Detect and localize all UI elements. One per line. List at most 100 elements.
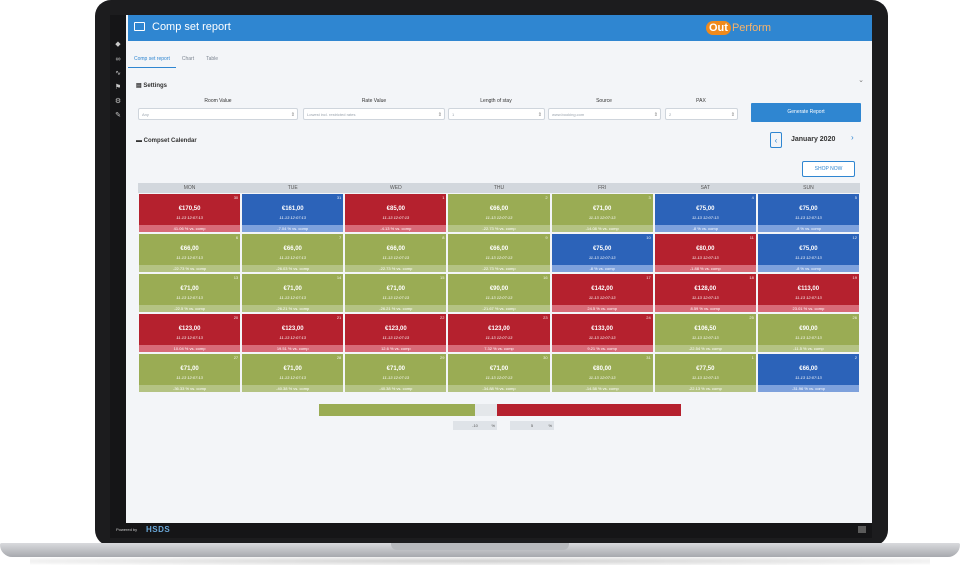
calendar-day-cell[interactable]: 8 €66,00 11-13 12:07:13 -22.73 % vs. comp bbox=[345, 234, 447, 272]
percent-sign: % bbox=[548, 423, 552, 428]
day-vs-comp: 41.06 % vs. comp bbox=[139, 225, 241, 232]
legend-low-input[interactable]: -10 % bbox=[453, 421, 497, 430]
tab-comp-set-report[interactable]: Comp set report bbox=[128, 52, 176, 68]
calendar-day-cell[interactable]: 9 €66,00 11-13 12:07:13 -22.73 % vs. comp bbox=[448, 234, 550, 272]
day-number: 9 bbox=[545, 235, 548, 240]
day-number: 10 bbox=[646, 235, 651, 240]
pax-select[interactable]: 2 ⇕ bbox=[665, 108, 738, 120]
shop-now-button[interactable]: SHOP NOW bbox=[802, 161, 855, 177]
tab-bar: Comp set report Chart Table bbox=[128, 52, 224, 68]
window-icon[interactable] bbox=[858, 526, 866, 533]
calendar-day-cell[interactable]: 14 €71,00 11-13 12:07:13 -26.21 % vs. comp bbox=[242, 274, 344, 312]
day-vs-comp: 9.21 % vs. comp bbox=[551, 345, 653, 352]
length-of-stay-select[interactable]: 1 ⇕ bbox=[448, 108, 545, 120]
calendar-day-cell[interactable]: 21 €123,00 11-13 12:07:13 19.51 % vs. comp bbox=[242, 314, 344, 352]
day-number: 24 bbox=[646, 315, 651, 320]
day-number: 11 bbox=[749, 235, 754, 240]
diamond-icon[interactable]: ◆ bbox=[115, 41, 121, 48]
calendar-day-cell[interactable]: 5 €75,00 11-13 12:07:13 -8 % vs. comp bbox=[757, 194, 859, 232]
calendar-day-cell[interactable]: 13 €71,00 11-13 12:07:13 -22.5 % vs. comp bbox=[139, 274, 241, 312]
day-timestamp: 11-13 12:07:13 bbox=[485, 215, 513, 220]
pax-label: PAX bbox=[696, 98, 706, 104]
day-vs-comp: -21.67 % vs. comp bbox=[448, 305, 550, 312]
calendar-day-cell[interactable]: 2 €66,00 11-13 12:07:13 -22.73 % vs. comp bbox=[448, 194, 550, 232]
generate-report-button[interactable]: Generate Report bbox=[751, 103, 861, 122]
calendar-day-cell[interactable]: 7 €66,00 11-13 12:07:13 -26.03 % vs. comp bbox=[242, 234, 344, 272]
calendar-day-cell[interactable]: 1 €77,50 11-13 12:07:13 -22.13 % vs. comp bbox=[654, 354, 756, 392]
calendar-day-cell[interactable]: 31 €80,00 11-13 12:07:13 -14.58 % vs. comp bbox=[551, 354, 653, 392]
calendar-day-cell[interactable]: 30 €71,00 11-13 12:07:13 -34.88 % vs. comp bbox=[448, 354, 550, 392]
legend-slider-handle[interactable] bbox=[475, 404, 497, 416]
price-legend-bar bbox=[319, 404, 681, 416]
legend-high-input[interactable]: 5 % bbox=[510, 421, 554, 430]
day-timestamp: 11-13 12:07:13 bbox=[588, 255, 616, 260]
link-icon[interactable]: ∞ bbox=[115, 56, 121, 63]
wrench-icon[interactable]: ✎ bbox=[115, 112, 121, 119]
day-price: €71,00 bbox=[283, 286, 302, 292]
legend-high-value: 5 bbox=[530, 423, 534, 428]
calendar-day-cell[interactable]: 6 €66,00 11-13 12:07:13 -22.73 % vs. comp bbox=[139, 234, 241, 272]
weekday-thu: THU bbox=[493, 185, 505, 191]
calendar-day-cell[interactable]: 19 €113,00 11-13 12:07:13 23.01 % vs. comp bbox=[757, 274, 859, 312]
chevron-down-icon[interactable]: ⌄ bbox=[858, 77, 864, 84]
calendar-title: ▬ Compset Calendar bbox=[136, 138, 197, 144]
room-value-select[interactable]: Any ⇕ bbox=[138, 108, 298, 120]
tab-chart[interactable]: Chart bbox=[181, 56, 195, 62]
day-timestamp: 11-13 12:07:13 bbox=[485, 295, 513, 300]
calendar-day-cell[interactable]: 25 €106,50 11-13 12:07:13 -22.54 % vs. comp bbox=[654, 314, 756, 352]
day-vs-comp: -26.21 % vs. comp bbox=[345, 305, 447, 312]
weekday-sun: SUN bbox=[803, 185, 814, 191]
day-price: €123,00 bbox=[178, 326, 201, 332]
settings-header[interactable]: ▤ Settings ⌄ bbox=[136, 74, 864, 89]
calendar-day-cell[interactable]: 11 €80,00 11-13 12:07:13 -1.88 % vs. comp bbox=[654, 234, 756, 272]
calendar-day-cell[interactable]: 17 €142,00 11-13 12:07:13 24.5 % vs. comp bbox=[551, 274, 653, 312]
day-vs-comp: -22.5 % vs. comp bbox=[139, 305, 241, 312]
settings-icon: ▤ bbox=[136, 83, 144, 89]
calendar-day-cell[interactable]: 28 €71,00 11-13 12:07:13 -40.38 % vs. comp bbox=[242, 354, 344, 392]
calendar-day-cell[interactable]: 1 €85,00 11-13 12:07:13 -4.13 % vs. comp bbox=[345, 194, 447, 232]
gear-icon[interactable]: ⚙ bbox=[114, 98, 122, 105]
day-number: 17 bbox=[646, 275, 651, 280]
day-number: 2 bbox=[545, 195, 548, 200]
calendar-day-cell[interactable]: 4 €75,00 11-13 12:07:13 -8 % vs. comp bbox=[654, 194, 756, 232]
calendar-day-cell[interactable]: 20 €123,00 11-13 12:07:13 10.04 % vs. comp bbox=[139, 314, 241, 352]
day-price: €123,00 bbox=[385, 326, 407, 332]
prev-month-button[interactable]: ‹ bbox=[770, 132, 782, 148]
legend-above-segment bbox=[497, 404, 681, 416]
day-vs-comp: -40.38 % vs. comp bbox=[242, 385, 344, 392]
calendar-day-cell[interactable]: 22 €123,00 11-13 12:07:13 12.6 % vs. comp bbox=[345, 314, 447, 352]
day-timestamp: 11-13 12:07:13 bbox=[382, 255, 410, 260]
tab-table[interactable]: Table bbox=[206, 56, 219, 62]
calendar-day-cell[interactable]: 12 €75,00 11-13 12:07:13 -8 % vs. comp bbox=[757, 234, 859, 272]
rate-value-select[interactable]: Lowest incl. restricted rates ⇕ bbox=[303, 108, 445, 120]
day-number: 4 bbox=[751, 195, 754, 200]
calendar-day-cell[interactable]: 30 €170,50 11-13 12:07:13 41.06 % vs. comp bbox=[139, 194, 241, 232]
day-timestamp: 11-13 12:07:13 bbox=[691, 215, 719, 220]
powered-by-label: Powered by bbox=[116, 527, 138, 532]
day-number: 19 bbox=[852, 275, 857, 280]
next-month-button[interactable]: › bbox=[851, 133, 854, 142]
calendar-day-cell[interactable]: 10 €75,00 11-13 12:07:13 -8 % vs. comp bbox=[551, 234, 653, 272]
calendar-grid: 30 €170,50 11-13 12:07:13 41.06 % vs. comp 3… bbox=[138, 194, 860, 394]
day-price: €85,00 bbox=[386, 206, 406, 212]
day-price: €75,00 bbox=[799, 206, 818, 212]
calendar-day-cell[interactable]: 16 €90,00 11-13 12:07:13 -21.67 % vs. comp bbox=[448, 274, 550, 312]
calendar-day-cell[interactable]: 15 €71,00 11-13 12:07:13 -26.21 % vs. comp bbox=[345, 274, 447, 312]
calendar-day-cell[interactable]: 2 €66,00 11-13 12:07:13 -31.96 % vs. comp bbox=[757, 354, 859, 392]
trend-icon[interactable]: ∿ bbox=[115, 70, 121, 77]
calendar-day-cell[interactable]: 29 €71,00 11-13 12:07:13 -40.38 % vs. comp bbox=[345, 354, 447, 392]
day-price: €71,00 bbox=[180, 366, 199, 372]
day-timestamp: 11-13 12:07:13 bbox=[795, 335, 822, 340]
source-value: www.booking.com bbox=[552, 112, 585, 117]
source-select[interactable]: www.booking.com ⇕ bbox=[548, 108, 661, 120]
calendar-day-cell[interactable]: 18 €128,00 11-13 12:07:13 8.59 % vs. comp bbox=[654, 274, 756, 312]
calendar-day-cell[interactable]: 27 €71,00 11-13 12:07:13 -36.33 % vs. comp bbox=[139, 354, 241, 392]
flag-icon[interactable]: ⚑ bbox=[114, 84, 122, 91]
calendar-day-cell[interactable]: 3 €71,00 11-13 12:07:13 -14.08 % vs. comp bbox=[551, 194, 653, 232]
day-timestamp: 11-13 12:07:13 bbox=[795, 375, 822, 380]
calendar-day-cell[interactable]: 31 €161,00 11-13 12:07:13 -7.04 % vs. comp bbox=[242, 194, 344, 232]
calendar-day-cell[interactable]: 26 €90,00 11-13 12:07:13 -11.5 % vs. comp bbox=[757, 314, 859, 352]
calendar-day-cell[interactable]: 23 €123,00 11-13 12:07:13 7.32 % vs. comp bbox=[448, 314, 550, 352]
calendar-day-cell[interactable]: 24 €133,00 11-13 12:07:13 9.21 % vs. comp bbox=[551, 314, 653, 352]
length-of-stay-value: 1 bbox=[452, 112, 455, 117]
